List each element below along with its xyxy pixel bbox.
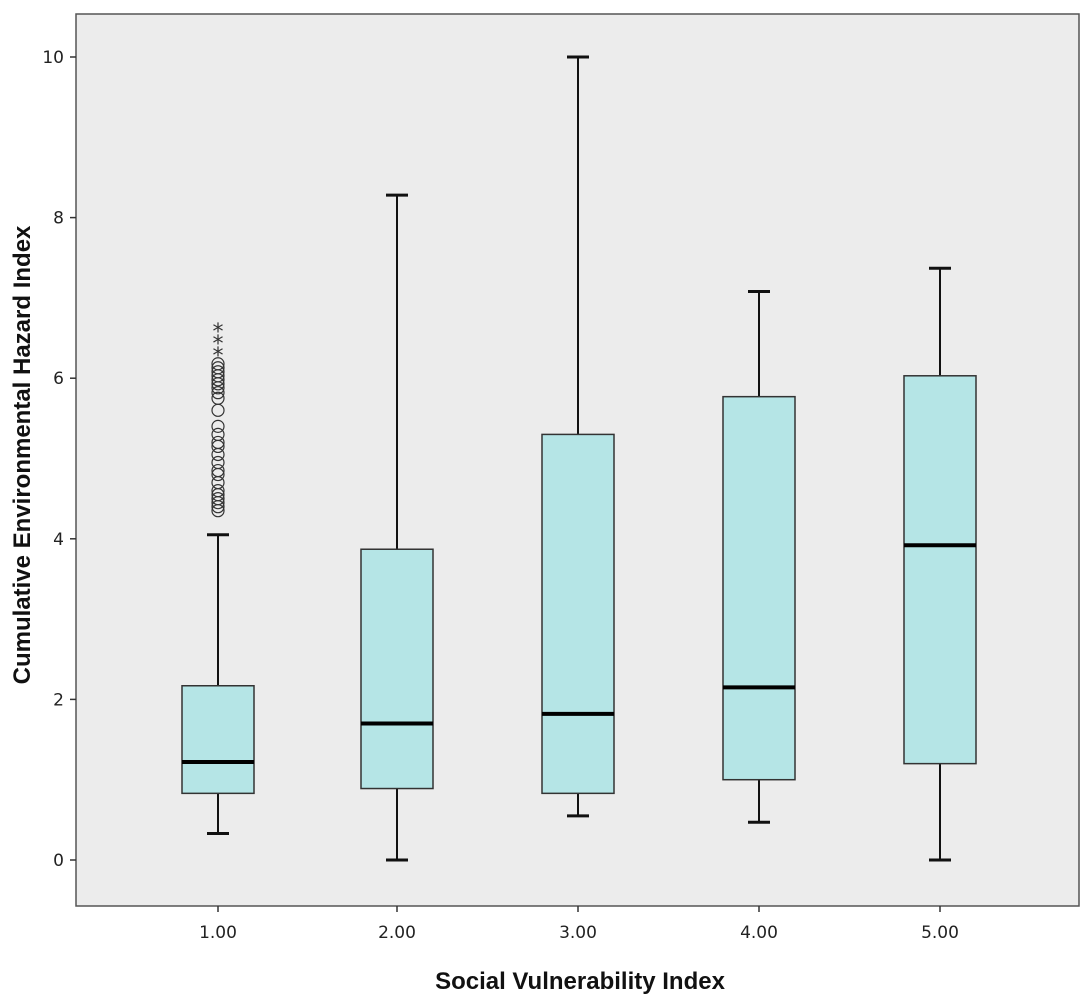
- outlier-point: [211, 463, 225, 478]
- outlier-point: [211, 435, 225, 450]
- box-iqr: [181, 684, 255, 795]
- box-group-2.00: [360, 193, 434, 862]
- x-tick-label: 5.00: [921, 923, 959, 943]
- y-tick-label: 2: [53, 690, 64, 710]
- x-axis-title: Social Vulnerability Index: [435, 968, 726, 995]
- outlier-point: [211, 361, 225, 375]
- box-group-3.00: [541, 55, 615, 818]
- x-tick-label: 2.00: [378, 923, 416, 943]
- extreme-point: *: [213, 320, 224, 345]
- box-iqr: [903, 375, 977, 765]
- box-group-1.00: ***: [181, 320, 255, 836]
- box-iqr: [541, 433, 615, 795]
- outlier-point: [211, 492, 225, 506]
- y-tick-label: 0: [53, 851, 64, 871]
- y-axis-title: Cumulative Environmental Hazard Index: [9, 225, 36, 684]
- outlier-point: [211, 455, 225, 470]
- box-group-4.00: [722, 289, 796, 824]
- outlier-point: [211, 427, 225, 442]
- box-iqr: [722, 395, 796, 781]
- extreme-point: *: [213, 332, 224, 357]
- x-tick-label: 4.00: [740, 923, 778, 943]
- outlier-point: [211, 484, 225, 498]
- outlier-point: [211, 386, 225, 400]
- x-tick-label: 3.00: [559, 923, 597, 943]
- box-group-5.00: [903, 266, 977, 862]
- outlier-point: [211, 357, 225, 371]
- extreme-point: *: [213, 344, 224, 369]
- outlier-point: [211, 391, 225, 405]
- box-iqr: [360, 548, 434, 790]
- y-tick-label: 8: [53, 209, 64, 229]
- outlier-point: [211, 419, 225, 433]
- y-tick-label: 10: [42, 48, 64, 68]
- x-tick-label: 1.00: [199, 923, 237, 943]
- y-tick-label: 4: [53, 530, 64, 550]
- y-tick-label: 6: [53, 369, 64, 389]
- outlier-point: [211, 365, 225, 379]
